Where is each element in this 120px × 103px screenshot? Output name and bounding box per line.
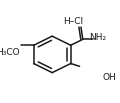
Text: H–Cl: H–Cl (63, 17, 84, 26)
Text: OH: OH (103, 73, 117, 82)
Text: NH₂: NH₂ (89, 33, 107, 42)
Text: H₃CO: H₃CO (0, 48, 20, 57)
